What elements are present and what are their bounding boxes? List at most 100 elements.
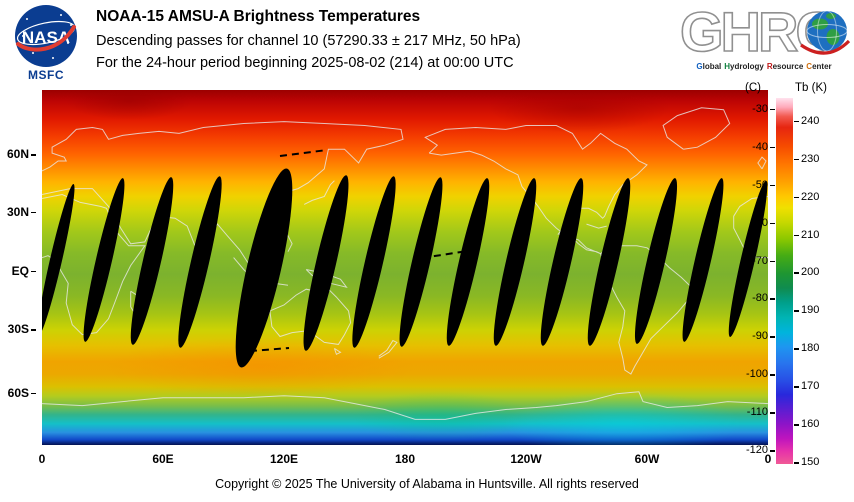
colorbar-tick [794,462,799,464]
colorbar-tick [794,120,799,123]
y-axis-label-60n: 60N [2,147,36,161]
colorbar-kelvin-label: 230 [801,152,820,165]
y-axis-tick [31,392,36,395]
colorbar-tick [794,158,799,161]
colorbar-tick [770,108,775,111]
x-axis-label-3: 180 [394,452,416,466]
colorbar-tick [794,234,799,237]
ghrc-tagline-word: Global [696,62,722,71]
colorbar-tick [770,184,775,187]
title-block: NOAA-15 AMSU-A Brightness Temperatures D… [96,8,521,71]
x-axis-label-6: 0 [764,452,772,466]
nasa-logo: NASA MSFC [10,3,82,82]
colorbar-kelvin-label: 160 [801,418,820,431]
swath-gap-lens [399,177,443,347]
colorbar [776,98,793,464]
brightness-temperature-map [42,90,768,445]
ghrc-tagline-word: Resource [766,62,804,71]
ghrc-wordmark-icon: GHRC [679,0,851,64]
y-axis-tick [31,211,36,214]
swath-gap-lens [493,178,537,346]
colorbar-tick [770,412,775,414]
swath-gap-lens [303,175,349,351]
y-axis-label-30n: 30N [2,205,36,219]
swath-gaps [42,149,768,368]
ghrc-tagline-word: Hydrology [724,62,764,71]
header: NASA MSFC NOAA-15 AMSU-A Brightness Temp… [0,0,854,88]
colorbar-tick [794,386,799,388]
swath-gap-lens [130,177,174,345]
page-subtitle: Descending passes for channel 10 (57290.… [96,33,521,49]
swath-gap-lens [83,178,125,342]
colorbar-tick [770,260,775,263]
swath-gap-lens [682,178,724,342]
y-axis-label-eq: EQ [2,264,36,278]
colorbar-tick [794,348,799,350]
colorbar-celsius-label: -100 [745,368,768,381]
plot-area: 60N 30N EQ 30S 60S 0 60E 120E 180 120W 60W 0 (C) T… [0,82,854,470]
y-axis-tick [31,329,36,331]
y-axis-label-30s: 30S [2,322,36,336]
swath-gap-lens [634,178,678,344]
colorbar-celsius-label: -50 [752,178,768,191]
colorbar-celsius-label: -120 [745,444,768,457]
swath-gap-lens [446,178,490,346]
colorbar-tick [770,336,775,338]
copyright-line: Copyright © 2025 The University of Alaba… [215,477,639,491]
swath-gap-lens [587,178,631,346]
colorbar-kelvin-label: 170 [801,380,820,393]
swath-gap-lens [352,176,396,348]
x-axis-label-5: 60W [634,452,660,466]
ghrc-tagline-word: Center [806,62,832,71]
dashed-track-mark [279,149,328,157]
ghrc-swoosh-icon [800,39,851,55]
colorbar-kelvin-header: Tb (K) [795,82,827,94]
swath-gap-lens [235,168,293,368]
colorbar-tick [770,298,775,300]
colorbar-tick [770,374,775,376]
x-axis-label-0: 0 [38,452,46,466]
dashed-track-mark [237,347,290,353]
colorbar-tick [794,196,799,199]
y-axis-tick [31,154,36,156]
colorbar-tick [794,272,799,274]
swath-gap-lens [178,176,222,348]
colorbar-celsius-label: -60 [752,216,768,229]
x-axis-label-4: 120W [510,452,542,466]
colorbar-celsius-header: (C) [745,82,761,94]
y-axis-tick [31,270,36,273]
colorbar-tick [794,310,799,312]
swath-gap-lens [42,183,75,337]
colorbar-celsius-label: -70 [752,254,768,267]
colorbar-kelvin-label: 200 [801,266,820,279]
y-axis-label-60s: 60S [2,386,36,400]
colorbar-kelvin-label: 240 [801,114,820,127]
ghrc-logo: GHRC Global Hydrology Resource Center [678,0,851,71]
swath-gap-lens [540,178,584,346]
colorbar-celsius-label: -110 [746,406,768,419]
colorbar-celsius-label: -80 [752,292,768,305]
colorbar-tick [794,424,799,426]
colorbar-kelvin-label: 190 [801,304,820,317]
x-axis-label-1: 60E [152,452,174,466]
dashed-track-mark [421,249,475,259]
msfc-label: MSFC [28,68,64,82]
colorbar-kelvin-label: 180 [801,342,820,355]
colorbar-celsius-label: -30 [752,102,768,115]
page-title: NOAA-15 AMSU-A Brightness Temperatures [96,8,421,25]
colorbar-kelvin-label: 220 [801,190,820,203]
colorbar-tick [770,450,775,452]
nasa-wordmark: NASA [22,28,70,47]
colorbar-kelvin-label: 210 [801,228,820,241]
colorbar-celsius-label: -40 [752,140,768,153]
swath-gap-lens [728,181,768,337]
nasa-insignia-icon: NASA [15,5,77,67]
colorbar-tick [770,146,775,149]
colorbar-kelvin-label: 150 [801,456,820,469]
colorbar-celsius-label: -90 [752,330,768,343]
page-period: For the 24-hour period beginning 2025-08… [96,55,514,71]
ghrc-tagline: Global Hydrology Resource Center [678,62,850,71]
colorbar-tick [770,222,775,225]
x-axis-label-2: 120E [269,452,299,466]
